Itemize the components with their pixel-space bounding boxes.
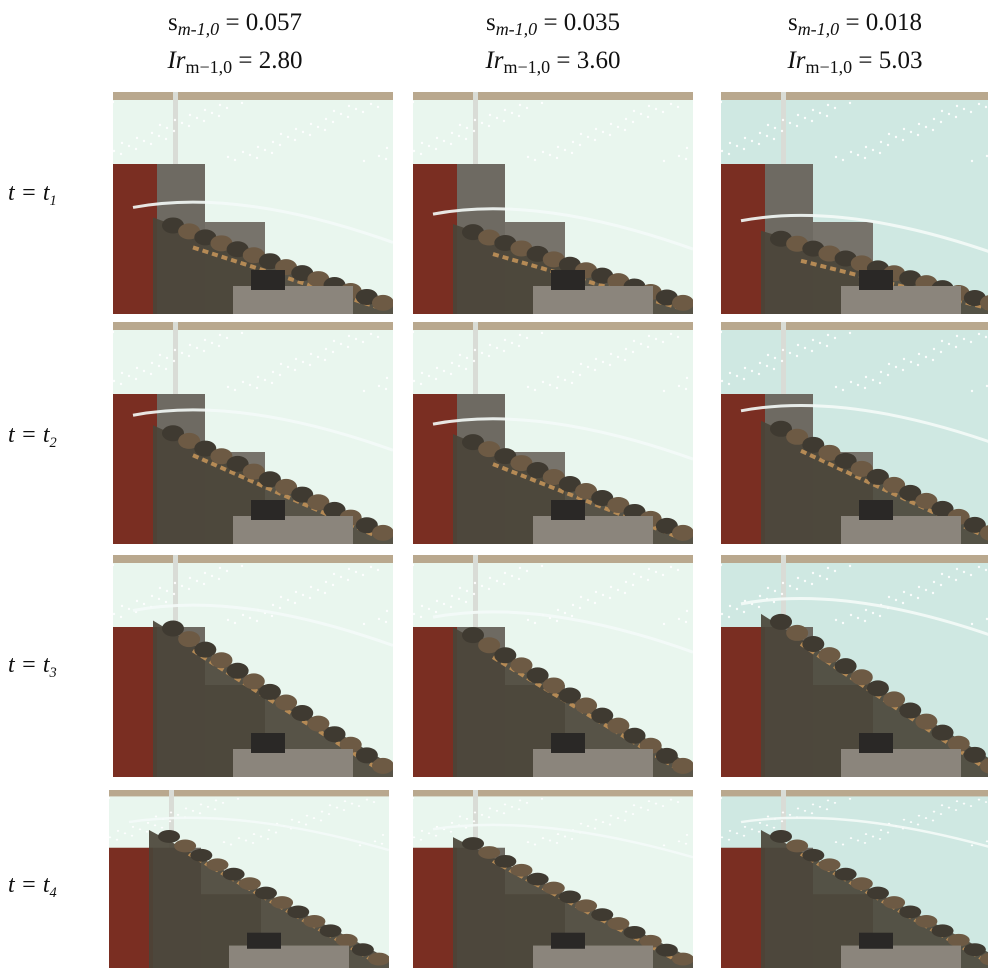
flume-photo-image	[413, 92, 693, 314]
row-label-t1: t = t1	[8, 180, 57, 210]
photo-t1-col3	[721, 92, 988, 314]
row-label-t4: t = t4	[8, 872, 57, 902]
photo-t2-col3	[721, 322, 988, 544]
block-red	[413, 164, 457, 314]
photo-t4-col2	[413, 790, 693, 968]
wave-surface	[432, 823, 693, 859]
photo-t1-col1	[113, 92, 393, 314]
wave-surface	[432, 207, 693, 251]
block-red	[413, 627, 457, 777]
wave-surface	[132, 200, 393, 244]
flume-photo-image	[721, 322, 988, 544]
block-red	[721, 847, 765, 968]
instrument-box	[251, 270, 285, 290]
wave-surface	[128, 816, 389, 852]
row-label-t2: t = t2	[8, 422, 57, 452]
instrument-box	[859, 932, 893, 949]
wave-surface	[132, 408, 393, 452]
block-red	[721, 627, 765, 777]
wave-surface	[740, 816, 988, 848]
photo-t3-col2	[413, 555, 693, 777]
photo-t3-col1	[113, 555, 393, 777]
steepness-label: sm-1,0 = 0.035	[485, 9, 621, 40]
flume-photo-image	[109, 790, 389, 968]
photo-t4-col3	[721, 790, 988, 968]
instrument-box	[859, 733, 893, 753]
photo-t2-col1	[113, 322, 393, 544]
block-red	[113, 164, 157, 314]
instrument-box	[551, 733, 585, 753]
instrument-box	[551, 932, 585, 949]
flume-photo-image	[721, 790, 988, 968]
block-red	[721, 164, 765, 314]
steepness-label: sm-1,0 = 0.057	[167, 9, 303, 40]
block-red	[413, 394, 457, 544]
iribarren-label: Irm−1,0 = 2.80	[167, 47, 303, 78]
wave-surface	[132, 603, 393, 647]
flume-photo-image	[413, 790, 693, 968]
steepness-label: sm-1,0 = 0.018	[787, 9, 923, 40]
photo-t3-col3	[721, 555, 988, 777]
block-red	[721, 394, 765, 544]
block-red	[109, 847, 153, 968]
instrument-box	[247, 932, 281, 949]
iribarren-label: Irm−1,0 = 3.60	[485, 47, 621, 78]
flume-photo-image	[413, 555, 693, 777]
wave-surface	[740, 404, 988, 443]
instrument-box	[551, 500, 585, 520]
wave-surface	[432, 610, 693, 654]
instrument-box	[251, 500, 285, 520]
flume-photo-image	[113, 555, 393, 777]
block-red	[113, 627, 157, 777]
photo-t4-col1	[109, 790, 389, 968]
column-header-1: sm-1,0 = 0.057 Irm−1,0 = 2.80	[90, 4, 380, 80]
flume-photo-image	[113, 92, 393, 314]
flume-photo-image	[113, 322, 393, 544]
row-label-t3: t = t3	[8, 652, 57, 682]
instrument-box	[859, 270, 893, 290]
photo-t1-col2	[413, 92, 693, 314]
instrument-box	[859, 500, 893, 520]
wave-surface	[432, 417, 693, 461]
flume-photo-image	[413, 322, 693, 544]
iribarren-label: Irm−1,0 = 5.03	[787, 47, 923, 78]
flume-photo-image	[721, 92, 988, 314]
instrument-box	[251, 733, 285, 753]
block-red	[113, 394, 157, 544]
column-header-2: sm-1,0 = 0.035 Irm−1,0 = 3.60	[408, 4, 698, 80]
instrument-box	[551, 270, 585, 290]
wave-surface	[740, 213, 988, 253]
column-header-3: sm-1,0 = 0.018 Irm−1,0 = 5.03	[710, 4, 988, 80]
block-red	[413, 847, 457, 968]
wave-surface	[740, 597, 988, 636]
photo-t2-col2	[413, 322, 693, 544]
flume-photo-image	[721, 555, 988, 777]
